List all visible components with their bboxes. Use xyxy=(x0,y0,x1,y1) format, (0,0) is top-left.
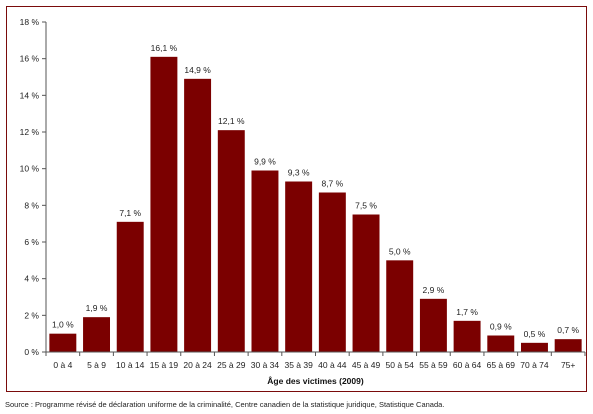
bar xyxy=(386,260,414,352)
x-tick-label: 20 à 24 xyxy=(183,360,212,370)
x-tick-label: 60 à 64 xyxy=(453,360,482,370)
y-tick-label: 14 % xyxy=(20,90,40,100)
bar-value-label: 5,0 % xyxy=(389,246,411,256)
bar xyxy=(487,335,515,352)
bar xyxy=(116,221,144,352)
y-tick-label: 0 % xyxy=(24,347,39,357)
bar-value-label: 1,7 % xyxy=(456,307,478,317)
y-tick-label: 12 % xyxy=(20,127,40,137)
bar-value-label: 1,9 % xyxy=(86,303,108,313)
y-tick-label: 8 % xyxy=(24,200,39,210)
bar-value-label: 0,5 % xyxy=(524,329,546,339)
x-tick-label: 5 à 9 xyxy=(87,360,106,370)
y-tick-label: 4 % xyxy=(24,274,39,284)
bar xyxy=(453,320,481,352)
bar xyxy=(150,56,178,352)
x-tick-label: 10 à 14 xyxy=(116,360,145,370)
bar xyxy=(285,181,313,352)
bar xyxy=(352,214,380,352)
x-tick-label: 35 à 39 xyxy=(284,360,313,370)
bar-value-label: 2,9 % xyxy=(423,285,445,295)
x-axis: 0 à 4 5 à 9 10 à 14 15 à 19 20 à 24 25 à 29 30… xyxy=(45,351,586,370)
x-tick-label: 50 à 54 xyxy=(386,360,415,370)
x-tick-label: 0 à 4 xyxy=(53,360,72,370)
bar xyxy=(318,192,346,352)
bar-chart: 0 % 2 % 4 % 6 % 8 % 10 % 12 % 14 % 16 % 18 % 1,0 … xyxy=(20,17,586,386)
bars: 1,0 % 1,9 % 7,1 % 16,1 % 14,9 % 12,1 % 9,9 % 9,… xyxy=(49,43,582,352)
x-axis-title: Âge des victimes (2009) xyxy=(267,375,364,386)
bar xyxy=(184,78,212,352)
x-tick-label: 30 à 34 xyxy=(251,360,280,370)
bar-value-label: 14,9 % xyxy=(184,65,211,75)
bar-value-label: 7,5 % xyxy=(355,201,377,211)
x-tick-label: 65 à 69 xyxy=(487,360,516,370)
x-tick-label: 70 à 74 xyxy=(520,360,549,370)
bar xyxy=(520,342,548,352)
bar-value-label: 7,1 % xyxy=(119,208,141,218)
x-tick-label: 45 à 49 xyxy=(352,360,381,370)
bar-value-label: 8,7 % xyxy=(321,179,343,189)
bar-value-label: 12,1 % xyxy=(218,116,245,126)
bar-value-label: 0,7 % xyxy=(557,325,579,335)
bar-value-label: 9,3 % xyxy=(288,168,310,178)
x-tick-label: 75+ xyxy=(561,360,575,370)
bar xyxy=(83,317,111,352)
y-tick-label: 18 % xyxy=(20,17,40,27)
bar xyxy=(251,170,279,352)
bar xyxy=(49,333,77,352)
bar-value-label: 16,1 % xyxy=(151,43,178,53)
y-axis: 0 % 2 % 4 % 6 % 8 % 10 % 12 % 14 % 16 % 18 % xyxy=(20,17,47,357)
bar xyxy=(419,298,447,352)
x-tick-label: 40 à 44 xyxy=(318,360,347,370)
bar-value-label: 0,9 % xyxy=(490,322,512,332)
x-tick-label: 55 à 59 xyxy=(419,360,448,370)
source-note: Source : Programme révisé de déclaration… xyxy=(5,400,445,409)
bar-value-label: 9,9 % xyxy=(254,157,276,167)
x-tick-label: 25 à 29 xyxy=(217,360,246,370)
y-tick-label: 2 % xyxy=(24,310,39,320)
y-tick-label: 6 % xyxy=(24,237,39,247)
bar-value-label: 1,0 % xyxy=(52,320,74,330)
bar xyxy=(217,130,245,352)
y-tick-label: 10 % xyxy=(20,164,40,174)
x-tick-label: 15 à 19 xyxy=(150,360,179,370)
y-tick-label: 16 % xyxy=(20,54,40,64)
bar xyxy=(554,339,582,352)
